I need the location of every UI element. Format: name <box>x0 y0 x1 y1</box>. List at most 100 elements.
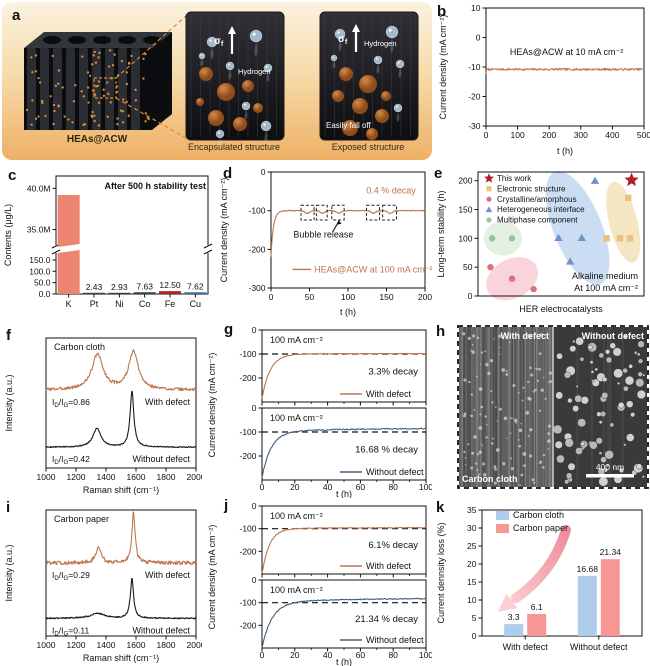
hea-particle <box>339 67 353 81</box>
legend-swatch <box>496 524 509 533</box>
point-triangle <box>565 257 575 265</box>
bubble-box <box>315 204 328 221</box>
axis-box <box>55 175 209 295</box>
chart-d: 0 50 100 150 200 0 -100 -200 -300 Current density… <box>219 167 433 317</box>
y-tick-label: 150.0 <box>29 255 51 265</box>
bar-value-label: 7.62 <box>187 281 204 291</box>
y-tick-label: 35.0M <box>27 225 51 235</box>
y-tick-label: -200 <box>239 451 256 461</box>
bar-value-label: 16.68 <box>577 564 599 574</box>
point-circle <box>508 235 516 242</box>
category-label: Ni <box>115 299 124 309</box>
category-label: Pt <box>90 299 99 309</box>
hea-particle <box>253 103 263 113</box>
hea-particle <box>217 83 235 101</box>
chart-title: After 500 h stability test <box>104 181 206 191</box>
bar-value-label: 3.3 <box>508 612 520 622</box>
legend-label: Heterogeneous interface <box>497 205 585 214</box>
point-square <box>625 194 632 202</box>
x-tick-label: 200 <box>418 292 432 302</box>
point-circle <box>488 235 496 242</box>
bar <box>184 292 207 294</box>
ratio-label: ID/IG=0.11 <box>52 625 89 637</box>
scale-bar <box>586 474 634 478</box>
x-tick-label: 1400 <box>97 472 116 482</box>
x-tick-label: 1000 <box>37 472 56 482</box>
y-tick-label: -20 <box>468 92 481 102</box>
y-tick-label: -100 <box>239 427 256 437</box>
y-axis-label: Intensity (a.u.) <box>4 374 14 431</box>
panel-label-e: e <box>434 165 443 182</box>
panel-c: c Contents (μg/L) After 500 h stability t… <box>0 162 215 320</box>
x-tick-label: 0 <box>484 130 489 140</box>
y-tick-label: 200 <box>458 176 472 186</box>
bar-value-label: 12.50 <box>159 280 181 290</box>
hydrogen-label: Hydrogen <box>238 67 271 76</box>
hea-particle <box>381 91 391 101</box>
y-tick-label: 0 <box>252 575 257 585</box>
y-axis-label: Long-term stability (h) <box>436 190 446 277</box>
legend-label: Carbon paper <box>513 523 568 533</box>
bar-value-label: 2.93 <box>111 282 128 292</box>
y-tick-label: 20 <box>467 559 477 569</box>
caption-exposed: Exposed structure <box>331 142 405 152</box>
hydrogen-bubble <box>241 101 251 120</box>
y-tick-label: 25 <box>467 541 477 551</box>
y-tick-label: -100 <box>239 524 256 534</box>
hea-particle <box>199 67 213 81</box>
group-ellipse <box>606 181 641 263</box>
hydrogen-bubble <box>334 28 346 51</box>
y-tick-label: 100.0 <box>29 266 51 276</box>
group-ellipse <box>483 221 522 256</box>
sigma-arrowhead <box>352 24 360 32</box>
point-star <box>484 173 494 183</box>
series-line <box>485 67 645 74</box>
panel-label-g: g <box>224 321 234 338</box>
y-tick-label: -200 <box>248 244 265 254</box>
axis-break-mark <box>51 249 61 255</box>
hea-particle <box>359 75 377 93</box>
x-tick-label: 300 <box>574 130 588 140</box>
hydrogen-bubble <box>225 61 235 80</box>
curve-label: Without defect <box>132 625 190 635</box>
panel-label-b: b <box>437 3 447 20</box>
bar-value-label: 2.43 <box>86 282 103 292</box>
legend-swatch <box>496 511 509 520</box>
y-tick-label: 100 <box>458 233 472 243</box>
series-line <box>261 352 427 399</box>
sigma-label: σf <box>214 36 224 48</box>
hea-block <box>24 32 172 130</box>
x-axis-label: Raman shift (cm⁻¹) <box>83 653 159 663</box>
y-tick-label: 0 <box>252 403 257 413</box>
x-tick-label: 80 <box>388 650 398 660</box>
bar-value-label: 21.34 <box>600 547 622 557</box>
category-label: With defect <box>503 642 549 652</box>
hydrogen-bubble <box>393 103 403 122</box>
hydrogen-bubble <box>373 55 383 74</box>
hea-particle <box>332 90 344 102</box>
ratio-label: ID/IG=0.42 <box>52 454 90 466</box>
group-ellipse <box>545 171 610 285</box>
curve-label: With defect <box>145 397 191 407</box>
bar <box>159 291 181 294</box>
block-label: HEAs@ACW <box>66 134 128 145</box>
y-tick-label: -100 <box>239 349 256 359</box>
category-label: Cu <box>190 299 202 309</box>
point-circle <box>487 263 494 271</box>
x-tick-label: 60 <box>356 650 366 660</box>
panel-g: g Current density (mA cm⁻²) t (h) 0 -100 -20… <box>202 320 433 499</box>
hea-particle <box>375 109 389 123</box>
condition-label: 100 mA cm⁻² <box>270 511 323 521</box>
panel-label-i: i <box>6 499 11 516</box>
point-star <box>624 172 639 187</box>
chart-title: Carbon cloth <box>54 342 105 352</box>
x-axis-label: t (h) <box>336 657 352 666</box>
x-tick-label: 150 <box>379 292 393 302</box>
panel-label-a: a <box>12 7 21 24</box>
category-label: Fe <box>165 299 176 309</box>
x-tick-label: 1800 <box>157 640 176 650</box>
curve-label: Without defect <box>132 454 190 464</box>
bar <box>600 559 620 636</box>
